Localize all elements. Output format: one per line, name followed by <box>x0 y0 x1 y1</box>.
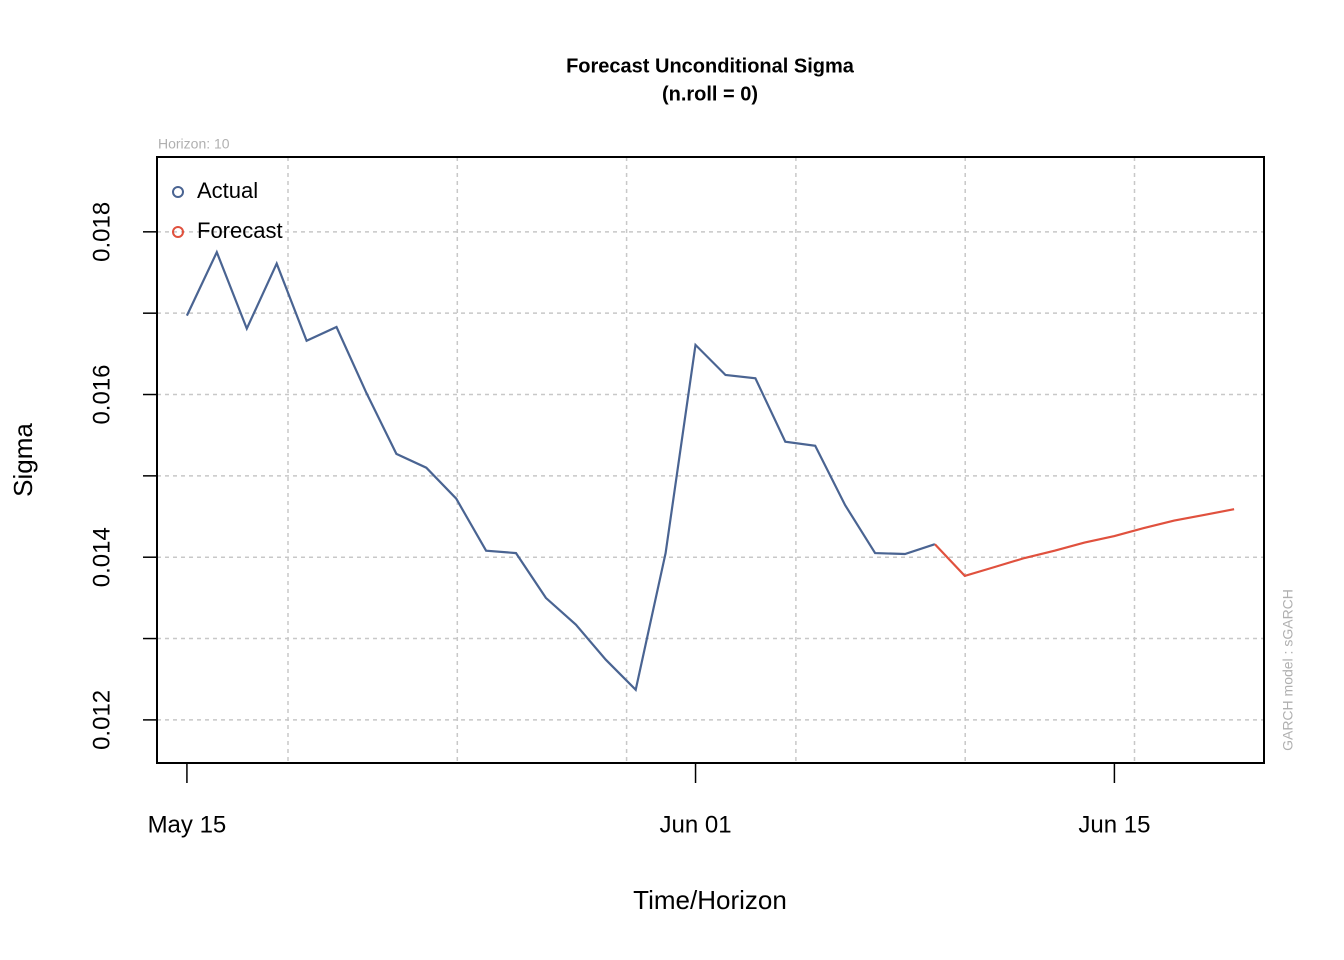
plot-frame <box>156 156 1265 764</box>
y-axis-label: Sigma <box>8 423 38 497</box>
y-tick-label: 0.016 <box>88 364 115 424</box>
y-tick-label: 0.018 <box>88 202 115 262</box>
horizon-note: Horizon: 10 <box>158 136 230 152</box>
y-tick-label: 0.012 <box>88 690 115 750</box>
legend-marker <box>172 186 184 198</box>
x-tick-label: May 15 <box>148 811 227 838</box>
legend-label: Forecast <box>197 218 283 243</box>
y-tick-label: 0.014 <box>88 527 115 587</box>
series-line <box>185 249 936 693</box>
chart-subtitle: (n.roll = 0) <box>662 83 758 105</box>
legend-marker <box>172 226 184 238</box>
chart-title: Forecast Unconditional Sigma <box>566 55 855 77</box>
x-axis-label: Time/Horizon <box>633 885 787 915</box>
legend-label: Actual <box>197 178 258 203</box>
series-line <box>934 508 1235 578</box>
x-tick-label: Jun 01 <box>660 811 732 838</box>
model-note: GARCH model : sGARCH <box>1280 589 1296 751</box>
x-tick-label: Jun 15 <box>1078 811 1150 838</box>
